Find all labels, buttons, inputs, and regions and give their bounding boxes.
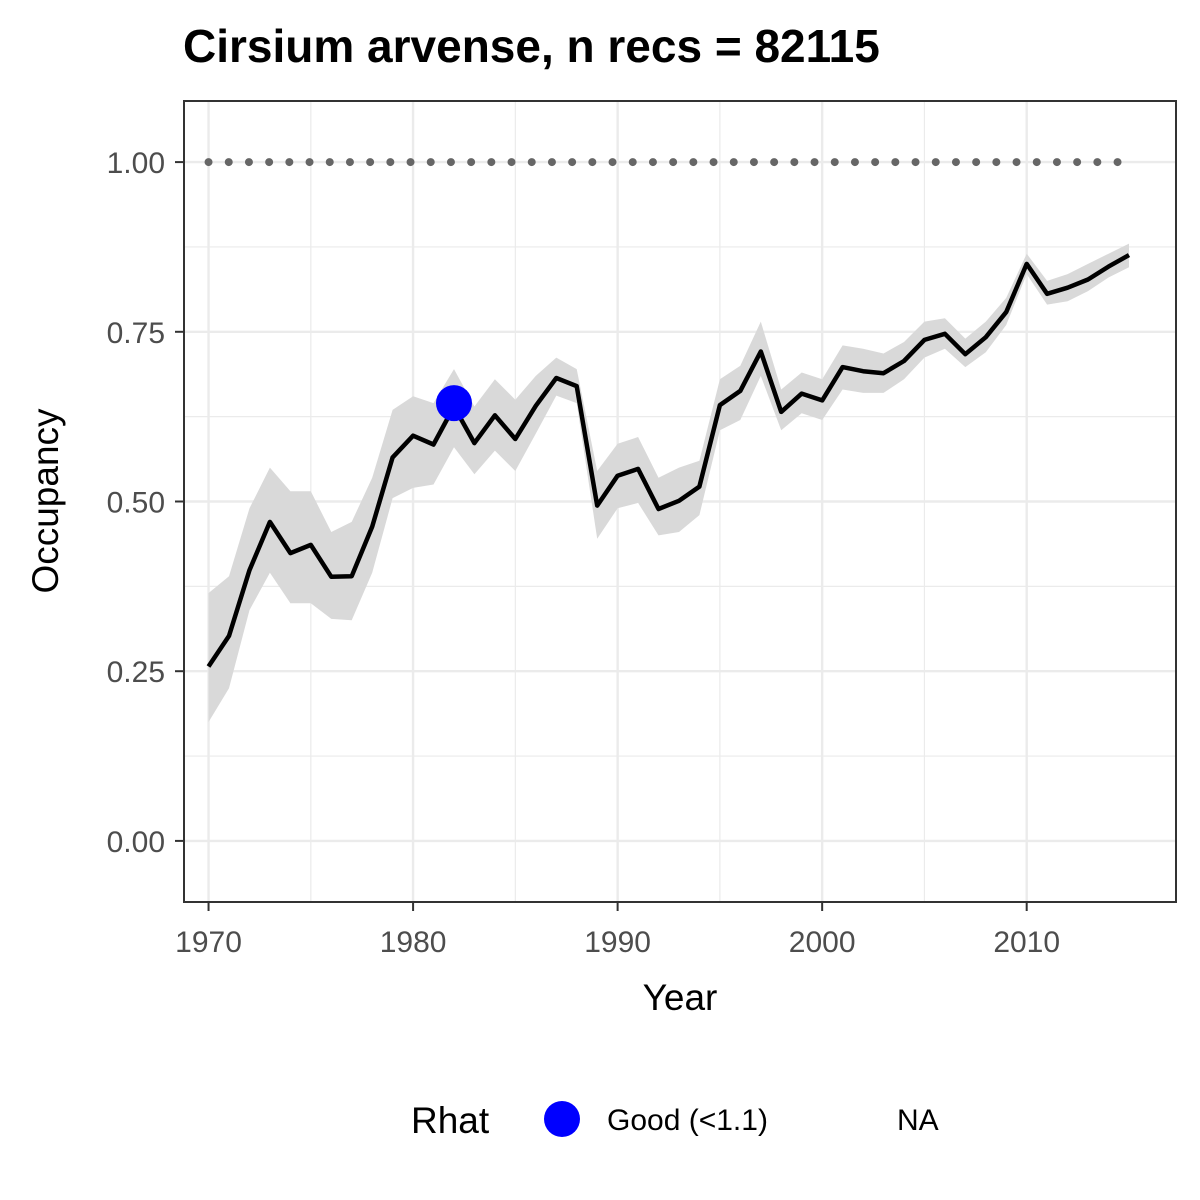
x-tick-label: 1970 (175, 926, 242, 959)
occupancy-line (206, 253, 1131, 668)
x-tick-label: 1980 (380, 926, 447, 959)
legend-key-good (544, 1101, 580, 1137)
rhat-points-layer (435, 385, 472, 422)
chart-title: Cirsium arvense, n recs = 82115 (183, 20, 880, 72)
x-axis-title: Year (643, 977, 718, 1018)
y-tick-label: 0.75 (107, 317, 165, 350)
legend-label-good: Good (<1.1) (607, 1104, 768, 1137)
legend: Rhat Good (<1.1) NA (411, 1100, 939, 1141)
x-tick-label: 2000 (789, 926, 856, 959)
plot-panel (183, 100, 1177, 903)
occupancy-line-layer (206, 253, 1131, 668)
x-tick-label: 2010 (993, 926, 1060, 959)
y-tick-label: 0.50 (107, 487, 165, 520)
y-tick-label: 0.00 (107, 826, 165, 859)
y-axis-title: Occupancy (25, 408, 66, 594)
x-axis: 1970 1980 1990 2000 2010 (175, 902, 1060, 959)
y-tick-label: 1.00 (107, 147, 165, 180)
x-tick-label: 1990 (584, 926, 651, 959)
rhat-good-point (435, 385, 472, 422)
y-axis: 0.00 0.25 0.50 0.75 1.00 (107, 147, 184, 859)
legend-label-na: NA (897, 1104, 939, 1137)
y-tick-label: 0.25 (107, 656, 165, 689)
legend-title: Rhat (411, 1100, 490, 1141)
